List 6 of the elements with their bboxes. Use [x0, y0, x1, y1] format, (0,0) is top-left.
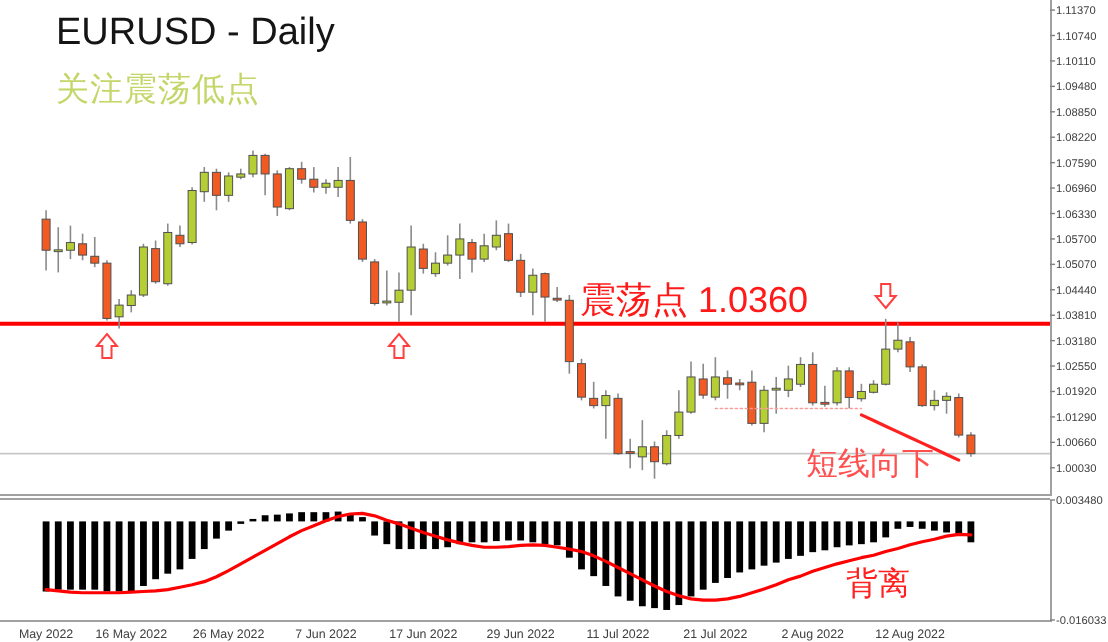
text: 关注震荡低点	[56, 70, 260, 108]
line-series	[44, 511, 973, 602]
annotation: 背离	[846, 566, 910, 602]
chart-title: EURUSD - Daily	[56, 12, 336, 54]
annotation: 短线向下	[806, 446, 934, 482]
annotation: 震荡点 1.0360	[580, 280, 809, 320]
